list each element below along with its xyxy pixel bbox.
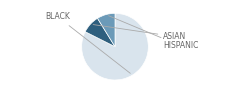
Wedge shape — [85, 18, 115, 47]
Text: BLACK: BLACK — [45, 12, 130, 73]
Wedge shape — [97, 13, 115, 47]
Wedge shape — [82, 13, 148, 80]
Text: HISPANIC: HISPANIC — [108, 16, 199, 50]
Text: ASIAN: ASIAN — [93, 25, 186, 41]
